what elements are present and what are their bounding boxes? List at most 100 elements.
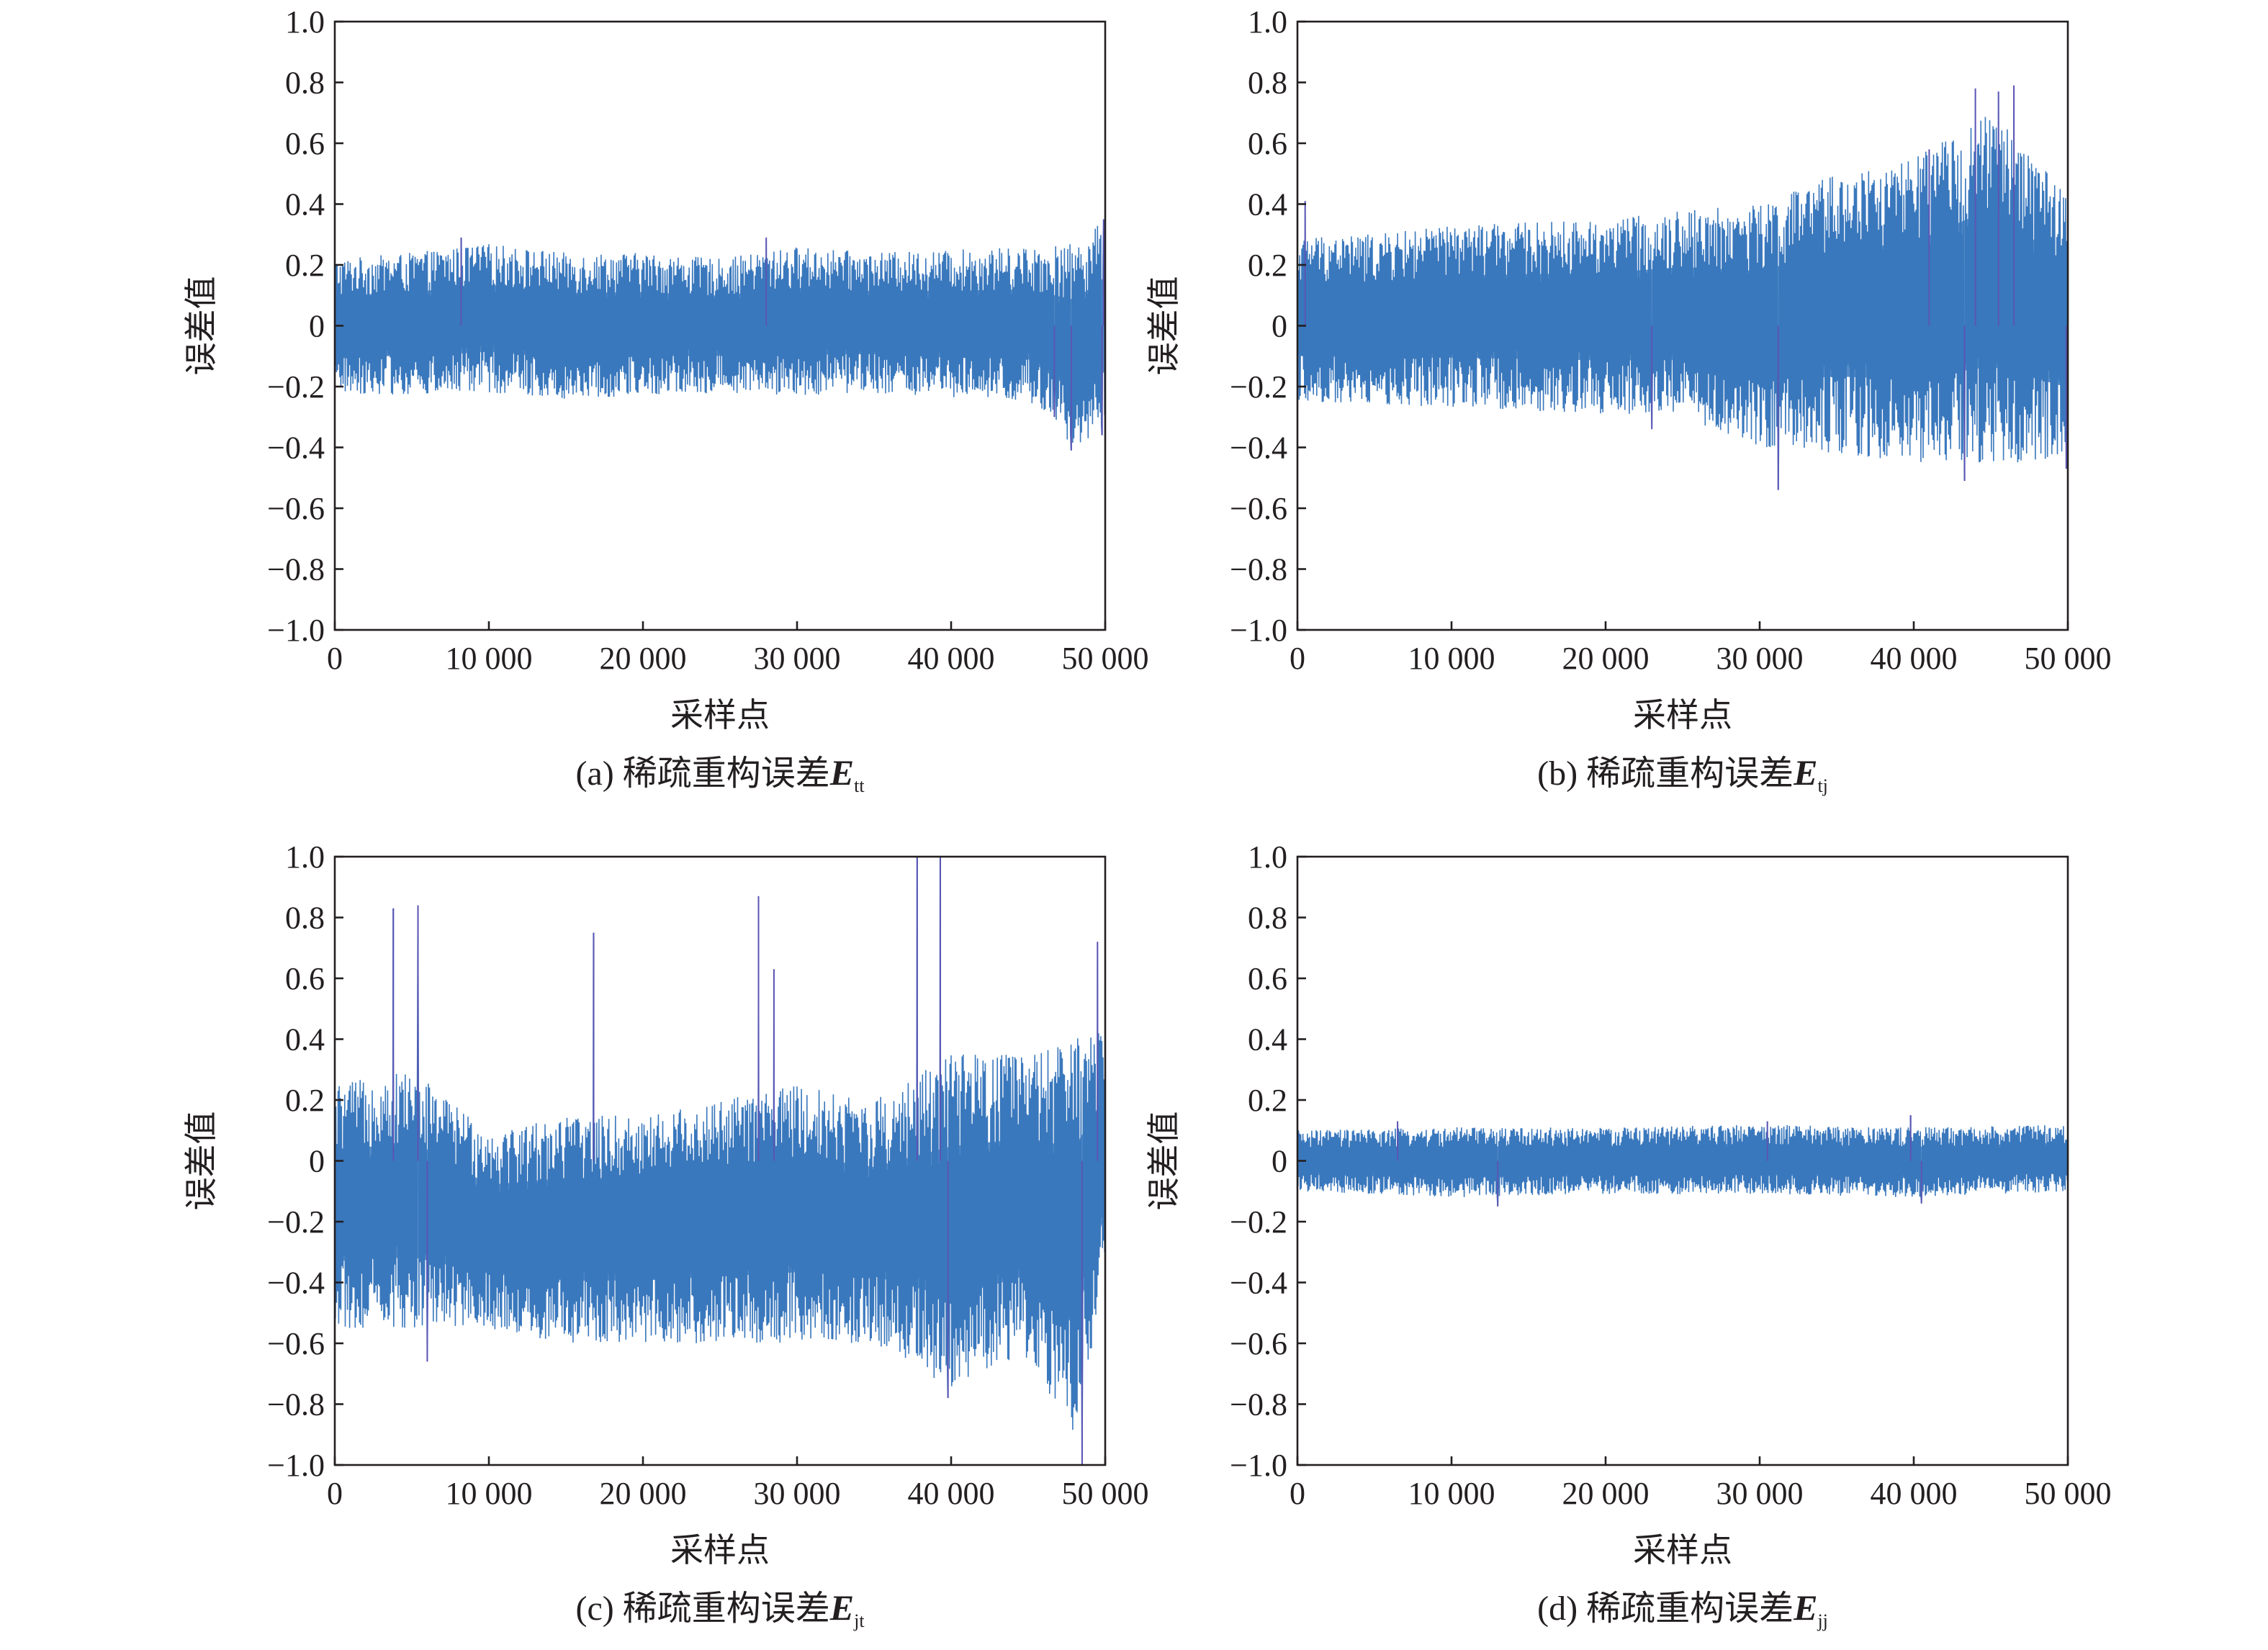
y-tick-label: −0.8: [267, 552, 325, 587]
y-tick-label: 0.4: [1248, 187, 1287, 222]
series-core-band: [1297, 1142, 2068, 1178]
y-tick-label: −1.0: [1230, 613, 1287, 648]
caption-symbol: E: [1793, 752, 1817, 793]
y-tick-label: 1.0: [285, 4, 325, 40]
x-tick-label: 10 000: [446, 1476, 533, 1511]
y-tick-label: 0.8: [1248, 66, 1287, 101]
x-tick-label: 50 000: [1062, 641, 1149, 676]
y-tick-label: −0.6: [267, 491, 325, 526]
x-tick-label: 50 000: [2025, 1476, 2112, 1511]
panel-b: 1.00.80.60.40.20−0.2−0.4−0.6−0.8−1.00 10 …: [1144, 4, 2112, 796]
caption-text: (d) 稀疏重构误差: [1537, 1590, 1794, 1628]
x-axis-title: 采样点: [1633, 1530, 1732, 1569]
y-tick-label: 0: [1272, 1144, 1287, 1179]
caption-text: (c) 稀疏重构误差: [575, 1590, 829, 1628]
series-core-band: [335, 1095, 1105, 1325]
caption-subscript: tj: [1817, 775, 1827, 796]
y-tick-label: 1.0: [1248, 839, 1287, 875]
y-tick-label: 0.8: [285, 66, 325, 101]
y-tick-label: −0.2: [267, 1204, 325, 1240]
y-tick-label: 0.4: [1248, 1022, 1287, 1058]
x-tick-label: 20 000: [600, 641, 687, 676]
y-tick-label: −0.8: [1230, 1387, 1287, 1423]
x-tick-label: 10 000: [1408, 641, 1495, 676]
y-tick-label: 0.2: [1248, 1083, 1287, 1118]
y-axis-title: 误差值: [1144, 1112, 1183, 1211]
y-tick-label: −0.4: [267, 1266, 325, 1301]
caption-symbol: E: [1793, 1587, 1817, 1628]
x-axis-title: 采样点: [1633, 695, 1732, 734]
x-tick-label: 20 000: [1562, 1476, 1650, 1511]
y-tick-label: 0: [309, 1144, 325, 1179]
y-tick-label: −0.8: [1230, 552, 1287, 587]
panel-c: 1.00.80.60.40.20−0.2−0.4−0.6−0.8−1.00 10 …: [181, 839, 1149, 1631]
x-tick-label: 40 000: [1871, 1476, 1958, 1511]
y-tick-label: −1.0: [267, 1448, 325, 1483]
y-tick-label: −0.2: [1230, 369, 1287, 405]
x-tick-label: 0: [327, 1476, 343, 1511]
y-tick-label: −0.8: [267, 1387, 325, 1423]
caption-subscript: jj: [1817, 1610, 1827, 1631]
y-tick-label: 0.2: [285, 248, 325, 283]
y-tick-label: 0.4: [285, 1022, 325, 1058]
panel-caption: (d) 稀疏重构误差Ejj: [1537, 1587, 1828, 1631]
y-tick-label: 0: [309, 309, 325, 344]
y-axis-title: 误差值: [181, 1112, 220, 1211]
x-tick-label: 10 000: [1408, 1476, 1495, 1511]
caption-symbol: E: [829, 1587, 854, 1628]
y-tick-label: −1.0: [1230, 1448, 1287, 1483]
x-tick-label: 30 000: [1716, 1476, 1804, 1511]
x-tick-label: 0: [1290, 641, 1305, 676]
series-core-band: [1297, 209, 2068, 388]
caption-text: (b) 稀疏重构误差: [1537, 754, 1794, 793]
panel-caption: (a) 稀疏重构误差Ett: [575, 752, 865, 796]
y-tick-label: −0.6: [1230, 1326, 1287, 1361]
x-tick-label: 40 000: [1871, 641, 1958, 676]
y-tick-label: −1.0: [267, 613, 325, 648]
y-tick-label: 0.6: [285, 126, 325, 161]
y-tick-label: −0.4: [1230, 1266, 1287, 1301]
x-tick-label: 50 000: [1062, 1476, 1149, 1511]
y-tick-label: −0.6: [1230, 491, 1287, 526]
y-tick-label: 0.6: [1248, 126, 1287, 161]
y-tick-label: 0.6: [285, 961, 325, 996]
panel-d: 1.00.80.60.40.20−0.2−0.4−0.6−0.8−1.00 10 …: [1144, 839, 2112, 1631]
series-core-band: [335, 276, 1105, 391]
x-tick-label: 50 000: [2025, 641, 2112, 676]
y-tick-label: 1.0: [285, 839, 325, 875]
x-axis-title: 采样点: [670, 695, 770, 734]
y-tick-label: −0.4: [1230, 430, 1287, 466]
caption-subscript: jt: [853, 1610, 865, 1631]
x-tick-label: 40 000: [908, 641, 995, 676]
x-tick-label: 20 000: [1562, 641, 1650, 676]
y-tick-label: 0.2: [285, 1083, 325, 1118]
y-tick-label: 0.2: [1248, 248, 1287, 283]
x-axis-title: 采样点: [670, 1530, 770, 1569]
y-tick-label: −0.2: [267, 369, 325, 405]
x-tick-label: 40 000: [908, 1476, 995, 1511]
x-tick-label: 30 000: [754, 641, 841, 676]
x-tick-label: 10 000: [446, 641, 533, 676]
x-tick-label: 30 000: [1716, 641, 1804, 676]
y-axis-title: 误差值: [181, 276, 220, 376]
x-tick-label: 20 000: [600, 1476, 687, 1511]
x-tick-label: 0: [1290, 1476, 1305, 1511]
y-tick-label: −0.6: [267, 1326, 325, 1361]
y-tick-label: 0.8: [1248, 901, 1287, 936]
x-tick-label: 30 000: [754, 1476, 841, 1511]
y-tick-label: 0: [1272, 309, 1287, 344]
y-tick-label: 0.6: [1248, 961, 1287, 996]
panel-caption: (c) 稀疏重构误差Ejt: [575, 1587, 865, 1631]
y-tick-label: 0.4: [285, 187, 325, 222]
y-tick-label: −0.2: [1230, 1204, 1287, 1240]
caption-text: (a) 稀疏重构误差: [575, 754, 829, 793]
y-tick-label: 1.0: [1248, 4, 1287, 40]
panel-a: 1.00.80.60.40.20−0.2−0.4−0.6−0.8−1.00 10 …: [181, 4, 1149, 796]
y-axis-title: 误差值: [1144, 276, 1183, 376]
y-tick-label: −0.4: [267, 430, 325, 466]
panel-caption: (b) 稀疏重构误差Etj: [1537, 752, 1828, 796]
caption-subscript: tt: [854, 775, 865, 796]
x-tick-label: 0: [327, 641, 343, 676]
y-tick-label: 0.8: [285, 901, 325, 936]
